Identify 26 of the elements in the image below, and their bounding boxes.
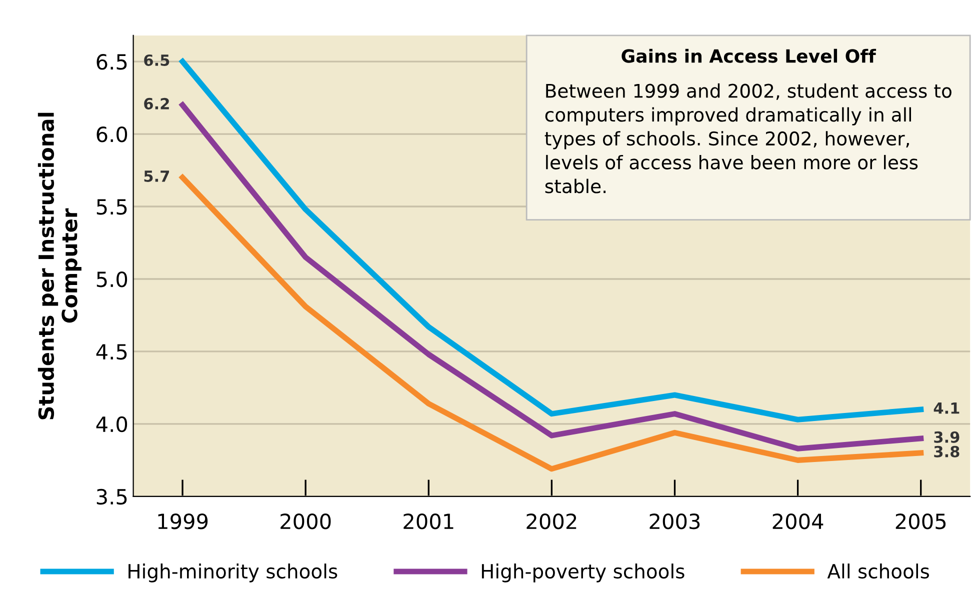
x-tick-label: 1999 <box>158 513 208 530</box>
x-tick-label: 2003 <box>650 513 700 530</box>
y-tick-label: 3.5 <box>96 488 127 505</box>
legend-label: High-poverty schools <box>482 564 684 582</box>
x-tick-label: 2000 <box>280 513 331 530</box>
data-label: 4.1 <box>934 402 960 414</box>
data-label: 3.8 <box>934 446 960 458</box>
y-tick-label: 6.5 <box>96 54 127 70</box>
y-tick-label: 4.5 <box>96 344 127 360</box>
y-tick-label: 6.0 <box>96 126 128 142</box>
data-label: 3.9 <box>934 431 960 443</box>
x-tick-label: 2004 <box>772 513 824 530</box>
y-tick-label: 5.0 <box>96 271 128 288</box>
data-label: 6.2 <box>144 98 169 110</box>
x-tick-label: 2001 <box>404 513 454 530</box>
annotation: Gains in Access Level Off <box>622 48 876 63</box>
y-axis-title: Students per Instructional Computer <box>38 112 82 420</box>
y-tick-label: 4.0 <box>96 416 128 432</box>
data-label: 5.7 <box>144 170 170 182</box>
annotation: Between 1999 and 2002, student access to computers improved dramatically in all types of schools. Since 2002, however, levels of access have been more or less stable. <box>544 83 952 194</box>
legend-label: High-minority schools <box>128 564 338 582</box>
x-tick-label: 2002 <box>526 513 576 530</box>
y-tick-label: 5.5 <box>96 199 127 215</box>
data-label: 6.5 <box>144 54 170 66</box>
legend-label: All schools <box>827 564 929 579</box>
x-tick-label: 2005 <box>896 513 946 530</box>
